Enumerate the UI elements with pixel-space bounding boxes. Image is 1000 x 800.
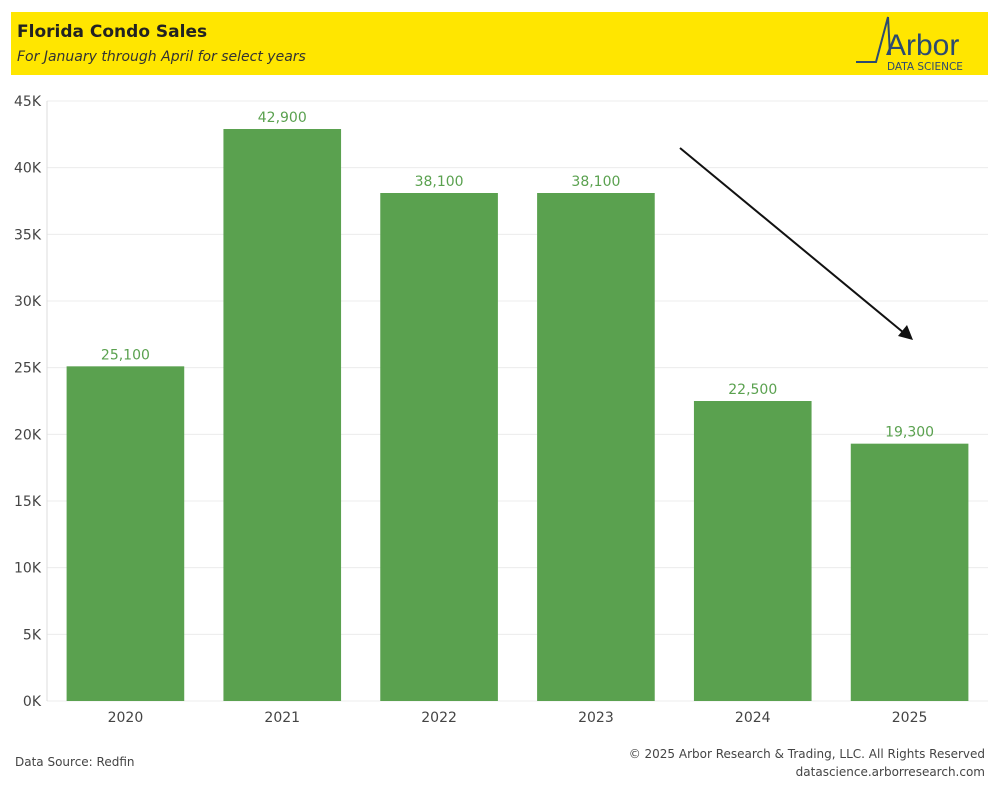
- logo-peak-icon: [856, 16, 891, 63]
- y-tick-label: 10K: [14, 561, 42, 577]
- y-tick-label: 15K: [14, 494, 42, 510]
- grid-lines: [47, 100, 988, 702]
- bars: [66, 129, 969, 701]
- y-tick-label: 5K: [23, 627, 42, 643]
- arbor-logo: Arbor DATA SCIENCE: [856, 16, 963, 73]
- x-tick-label-2022: 2022: [421, 710, 457, 726]
- value-label-2024: 22,500: [728, 382, 777, 398]
- arrow-head-icon: [898, 325, 913, 340]
- x-tick-label-2020: 2020: [108, 710, 144, 726]
- x-tick-label-2023: 2023: [578, 710, 614, 726]
- website-link[interactable]: datascience.arborresearch.com: [795, 765, 985, 779]
- y-tick-label: 35K: [14, 227, 42, 243]
- bar-2020: [66, 366, 185, 701]
- x-axis: 2020 2021 2022 2023 2024 2025: [108, 710, 928, 726]
- value-label-2023: 38,100: [571, 174, 620, 190]
- chart-header: Florida Condo Sales For January through …: [11, 12, 988, 75]
- footer-credits: © 2025 Arbor Research & Trading, LLC. Al…: [629, 745, 985, 781]
- bar-2022: [380, 193, 498, 701]
- x-tick-label-2025: 2025: [892, 710, 928, 726]
- data-source: Data Source: Redfin: [15, 755, 135, 769]
- value-label-2025: 19,300: [885, 425, 934, 441]
- logo-text: Arbor: [886, 29, 959, 62]
- chart-subtitle: For January through April for select yea…: [17, 49, 306, 65]
- trend-arrow: [679, 147, 913, 340]
- bar-2025: [850, 443, 969, 701]
- y-axis: 0K 5K 10K 15K 20K 25K 30K 35K 40K 45K: [14, 94, 48, 710]
- logo-subtext: DATA SCIENCE: [887, 61, 963, 73]
- value-labels: 25,100 42,900 38,100 38,100 22,500 19,300: [101, 110, 934, 441]
- x-tick-label-2021: 2021: [264, 710, 300, 726]
- copyright-text: © 2025 Arbor Research & Trading, LLC. Al…: [628, 747, 985, 761]
- y-tick-label: 40K: [14, 161, 42, 177]
- y-tick-label: 45K: [14, 94, 42, 110]
- value-label-2020: 25,100: [101, 347, 150, 363]
- y-tick-label: 0K: [23, 694, 42, 710]
- y-tick-label: 20K: [14, 427, 42, 443]
- y-tick-label: 30K: [14, 294, 42, 310]
- bar-2024: [693, 401, 812, 701]
- x-tick-label-2024: 2024: [735, 710, 771, 726]
- value-label-2021: 42,900: [258, 110, 307, 126]
- value-label-2022: 38,100: [415, 174, 464, 190]
- chart-title: Florida Condo Sales: [17, 22, 208, 42]
- bar-2021: [223, 129, 342, 701]
- bar-2023: [537, 193, 655, 701]
- y-tick-label: 25K: [14, 361, 42, 377]
